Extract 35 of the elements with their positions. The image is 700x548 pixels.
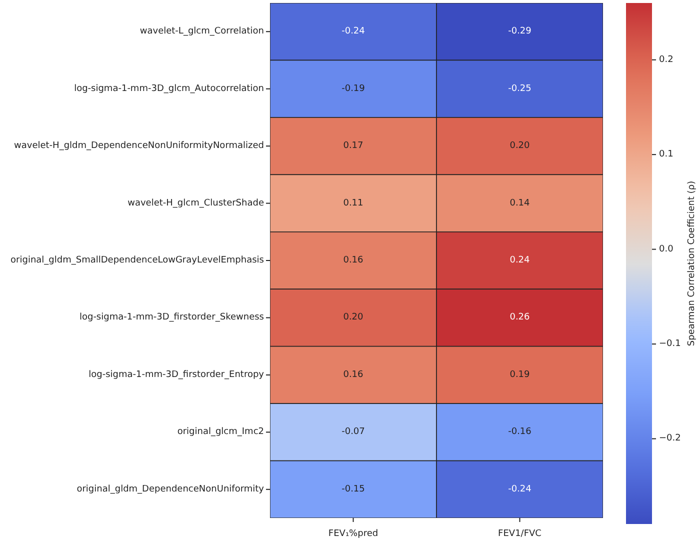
data-label: -0.16 bbox=[508, 427, 532, 438]
y-tick-label: log-sigma-1-mm-3D_firstorder_Entropy bbox=[88, 370, 265, 380]
data-label: 0.19 bbox=[510, 370, 530, 380]
color-bar-label: −0.2 bbox=[659, 434, 681, 444]
y-tick-label: original_gldm_DependenceNonUniformity bbox=[76, 484, 265, 494]
data-label: 0.20 bbox=[510, 141, 530, 152]
data-label: -0.15 bbox=[342, 484, 365, 494]
data-label: 0.20 bbox=[343, 312, 364, 323]
color-bar-label: 0.0 bbox=[659, 244, 674, 254]
color-bar-label: −0.1 bbox=[659, 339, 681, 350]
data-label: 0.24 bbox=[510, 256, 530, 266]
y-tick-label: original_gldm_SmallDependenceLowGrayLevelEmphasis bbox=[10, 256, 264, 266]
data-label: -0.29 bbox=[508, 26, 532, 37]
color-bar-label: 0.1 bbox=[659, 150, 674, 160]
x-tick-label: FEV1/FVC bbox=[498, 529, 542, 539]
data-label: -0.19 bbox=[342, 84, 366, 94]
y-tick-label: log-sigma-1-mm-3D_glcm_Autocorrelation bbox=[74, 84, 264, 94]
data-label: 0.16 bbox=[343, 370, 364, 380]
data-label: -0.24 bbox=[508, 484, 532, 494]
data-label: 0.17 bbox=[343, 141, 364, 152]
y-tick-label: original_glcm_Imc2 bbox=[177, 427, 264, 438]
y-tick-label: wavelet-L_glcm_Correlation bbox=[140, 26, 264, 37]
data-label: 0.26 bbox=[510, 312, 530, 323]
color-bar-label: 0.2 bbox=[659, 54, 674, 65]
y-tick-label: wavelet-H_glcm_ClusterShade bbox=[128, 198, 264, 208]
y-tick-label: wavelet-H_gldm_DependenceNonUniformityNormalized bbox=[14, 141, 264, 152]
color-bar-title: Spearman Correlation Coefficient (ρ) bbox=[687, 180, 697, 346]
y-tick-label: log-sigma-1-mm-3D_firstorder_Skewness bbox=[79, 312, 264, 323]
data-label: 0.14 bbox=[510, 198, 530, 208]
data-label: 0.16 bbox=[343, 256, 364, 266]
data-label: 0.11 bbox=[343, 198, 364, 208]
x-tick-label: FEV₁%pred bbox=[328, 529, 378, 539]
data-label: -0.07 bbox=[342, 427, 365, 438]
data-label: -0.24 bbox=[342, 26, 366, 37]
data-label: -0.25 bbox=[508, 84, 532, 94]
